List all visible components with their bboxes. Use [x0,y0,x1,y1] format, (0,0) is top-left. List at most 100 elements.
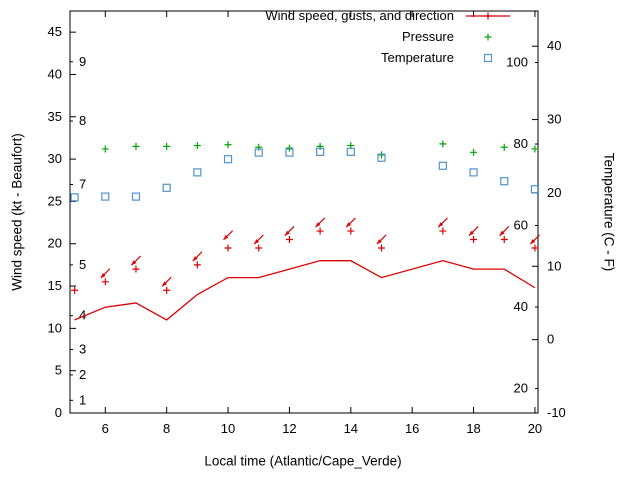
gust-marker [71,286,79,294]
gust-marker [347,227,355,235]
legend-item: Temperature [381,47,512,68]
legend-item: Wind speed, gusts, and direction [265,5,512,26]
temperature-marker [377,153,386,162]
arrow-head [376,239,382,245]
beaufort-label: 2 [79,367,86,382]
temperature-marker [101,192,110,201]
gust-marker [132,265,140,273]
arrow-head [284,230,290,236]
pressure-marker [101,145,109,153]
temperature-marker [530,185,540,194]
legend-label: Pressure [401,29,454,44]
x-tick-label: 18 [466,421,480,436]
y2-tick-label: -10 [547,405,566,420]
beaufort-label: 9 [79,54,86,69]
x-axis-title: Local time (Atlantic/Cape_Verde) [204,453,402,469]
legend-label: Wind speed, gusts, and direction [265,8,454,23]
legend-sample-open-square-icon [464,50,512,66]
gust-marker [101,278,109,286]
y2-tick-label: 0 [547,332,554,347]
beaufort-label: 8 [79,113,86,128]
pressure-marker [470,148,478,156]
gust-marker [377,244,385,252]
legend-label: Temperature [381,50,454,65]
temperature-marker [162,183,171,192]
fahrenheit-label: 40 [514,299,528,314]
gust-marker [316,227,324,235]
x-tick-label: 14 [344,421,358,436]
y2-tick-label: 30 [547,112,561,127]
y-tick-label: 45 [48,24,62,39]
beaufort-label: 5 [79,257,86,272]
pressure-marker [500,143,508,151]
gust-marker [500,236,508,244]
legend-plus [484,12,492,19]
pressure-marker [285,144,293,152]
y2-tick-label: 20 [547,185,561,200]
legend-sample-plus-icon [464,29,512,45]
temperature-marker [469,168,478,177]
y-tick-label: 30 [48,151,62,166]
temperature-marker [346,147,355,156]
arrow-head [315,222,321,228]
beaufort-label: 7 [79,176,86,191]
pressure-marker [377,151,385,159]
y2-tick-label: 10 [547,258,561,273]
pressure-marker [163,142,171,150]
x-tick-label: 10 [221,421,235,436]
arrow-head [438,222,444,228]
beaufort-label: 1 [79,392,86,407]
fahrenheit-label: 20 [514,381,528,396]
x-tick-label: 16 [405,421,419,436]
y-axis-title-left: Wind speed (kt - Beaufort) [9,133,25,291]
pressure-marker [193,142,201,150]
legend-item: Pressure [402,26,512,47]
gust-marker [255,244,263,252]
fahrenheit-label: 80 [514,136,528,151]
x-tick-label: 12 [282,421,296,436]
legend-square [483,53,493,62]
y2-tick-label: 40 [547,38,561,53]
arrow-head [162,281,168,287]
y-tick-label: 35 [48,109,62,124]
gust-marker [285,236,293,244]
y-tick-label: 40 [48,66,62,81]
arrow-head [223,234,229,240]
arrow-head [468,230,474,236]
temperature-marker [316,147,325,156]
temperature-marker [500,177,509,186]
temperature-marker [223,155,233,164]
temperature-marker [193,168,202,177]
temperature-marker [70,193,79,202]
x-tick-label: 6 [102,421,109,436]
plot-border [69,10,539,414]
temperature-marker [438,161,447,170]
beaufort-label: 4 [79,308,86,323]
y-tick-label: 15 [48,278,62,293]
arrow-head [499,230,505,236]
y-tick-label: 0 [55,405,62,420]
arrow-head [131,260,137,266]
temperature-marker [131,192,141,201]
y-tick-label: 20 [48,236,62,251]
fahrenheit-label: 100 [506,55,528,70]
series [70,140,540,321]
gust-marker [224,244,232,252]
y-tick-label: 25 [48,193,62,208]
pressure-marker [132,142,140,150]
beaufort-label: 3 [79,342,86,357]
temperature-marker [254,148,263,157]
arrow-head [530,239,536,245]
axes: 6 8 10 12 14 16 18 2005101520253035404512345789… [48,10,566,436]
pressure-marker [531,145,539,153]
y-tick-label: 10 [48,320,62,335]
gust-marker [163,286,171,294]
gust-marker [193,261,201,269]
pressure-marker [439,140,447,148]
x-tick-label: 20 [528,421,542,436]
arrow-head [100,273,106,278]
temperature-marker [285,148,294,157]
gust-marker [439,227,447,235]
